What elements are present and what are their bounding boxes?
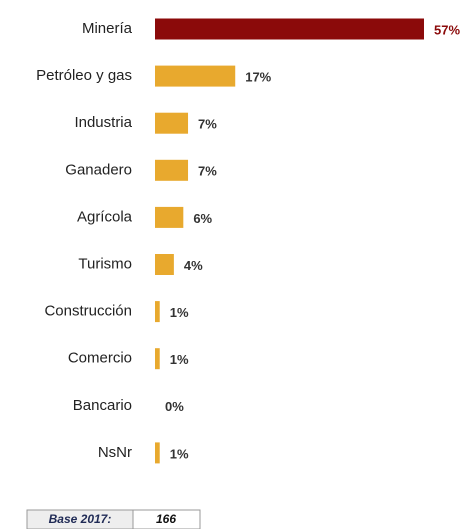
bar bbox=[155, 18, 424, 40]
footer-value-cell bbox=[132, 509, 201, 529]
category-label: Industria bbox=[74, 114, 132, 131]
value-label: 1% bbox=[170, 446, 189, 461]
value-label: 1% bbox=[170, 352, 189, 367]
category-label: Petróleo y gas bbox=[36, 67, 132, 84]
category-label: Turismo bbox=[78, 255, 132, 272]
bar bbox=[155, 348, 160, 370]
footer-value: 166 bbox=[156, 512, 176, 526]
category-label: Agrícola bbox=[77, 208, 133, 225]
bar bbox=[155, 442, 160, 464]
bar bbox=[155, 254, 174, 275]
category-label: Ganadero bbox=[65, 161, 132, 178]
bar bbox=[155, 65, 236, 87]
value-label: 7% bbox=[198, 117, 217, 132]
value-label: 4% bbox=[184, 258, 203, 273]
bar bbox=[155, 112, 189, 134]
value-label: 0% bbox=[165, 399, 184, 414]
category-label: NsNr bbox=[98, 444, 132, 461]
value-label: 57% bbox=[434, 22, 460, 37]
bar bbox=[155, 159, 189, 181]
footer-label: Base 2017: bbox=[49, 512, 112, 526]
category-label: Comercio bbox=[68, 350, 132, 367]
bar bbox=[155, 301, 160, 323]
bar bbox=[155, 206, 184, 228]
category-label: Construcción bbox=[44, 303, 132, 320]
value-label: 6% bbox=[193, 211, 212, 226]
category-label: Minería bbox=[82, 20, 133, 37]
value-label: 17% bbox=[245, 70, 271, 85]
category-label: Bancario bbox=[73, 397, 132, 414]
value-label: 1% bbox=[170, 305, 189, 320]
value-label: 7% bbox=[198, 164, 217, 179]
